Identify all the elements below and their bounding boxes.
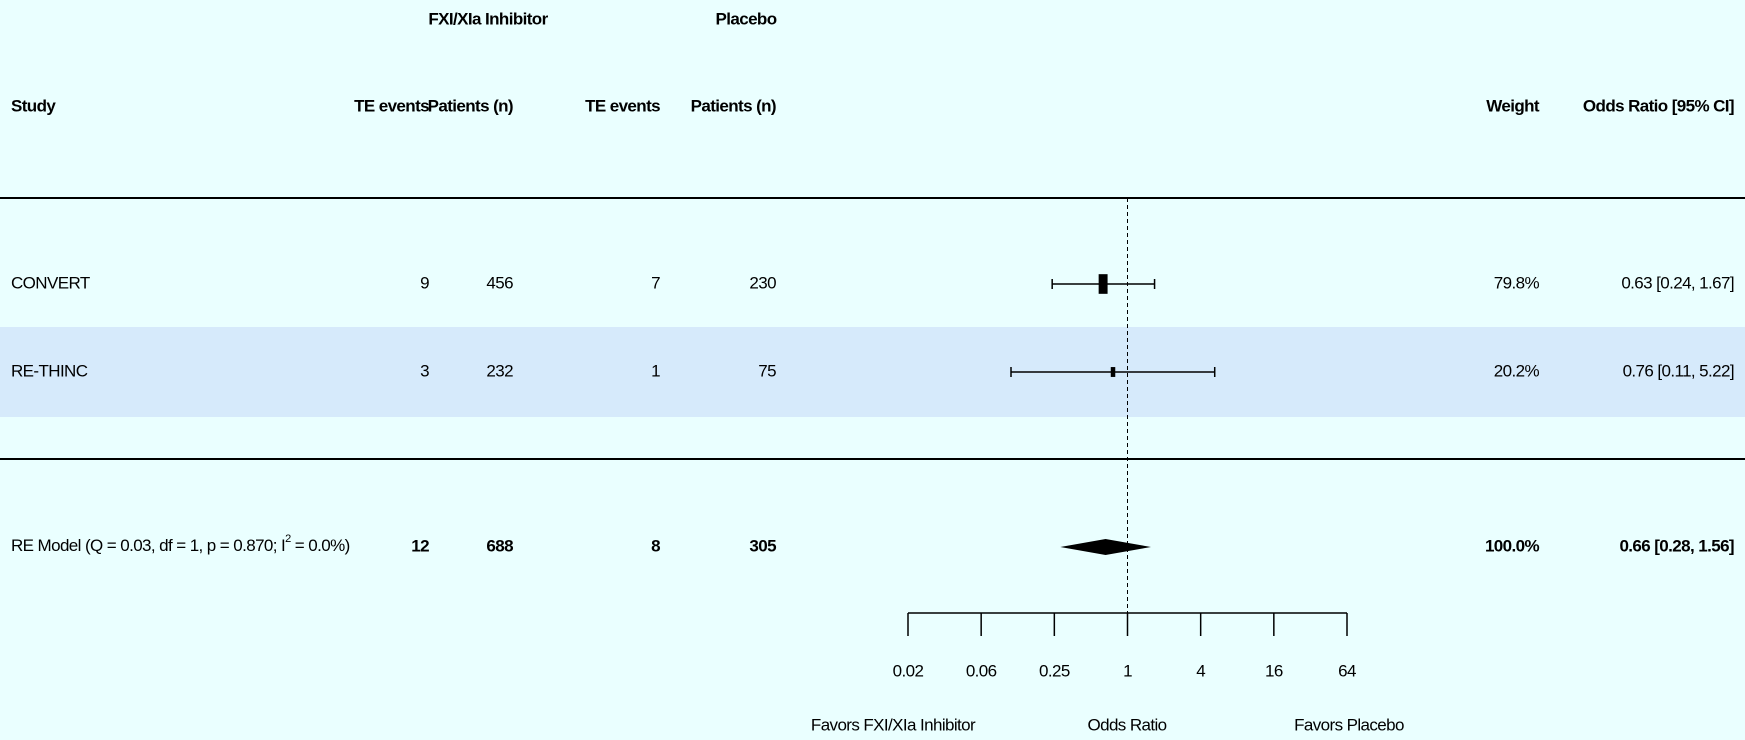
x-tick-label: 0.06	[966, 661, 997, 680]
x-tick-label: 64	[1338, 661, 1356, 680]
column-header: Odds Ratio [95% CI]	[1583, 96, 1734, 115]
cell: 7	[651, 273, 660, 292]
cell: 12	[411, 536, 429, 555]
x-tick-label: 0.02	[893, 661, 924, 680]
column-header: Patients (n)	[691, 96, 776, 115]
summary-label-part: RE Model (Q = 0.03, df = 1, p = 0.870; I	[11, 536, 285, 555]
group-header: FXI/XIa Inhibitor	[428, 9, 548, 28]
axis-side-label: Favors FXI/XIa Inhibitor	[811, 715, 976, 734]
x-axis-label: Odds Ratio	[1087, 715, 1166, 734]
column-header: TE events	[585, 96, 660, 115]
cell: 8	[651, 536, 660, 555]
odds-ratio: 0.63 [0.24, 1.67]	[1621, 273, 1734, 292]
cell: 232	[486, 361, 513, 380]
x-tick-label: 4	[1196, 661, 1205, 680]
weight: 100.0%	[1485, 536, 1540, 555]
x-tick-label: 16	[1265, 661, 1283, 680]
study-name: CONVERT	[11, 273, 90, 292]
odds-ratio: 0.66 [0.28, 1.56]	[1619, 536, 1734, 555]
cell: 75	[758, 361, 776, 380]
weight: 79.8%	[1494, 273, 1540, 292]
study-name: RE-THINC	[11, 361, 88, 380]
summary-label-part: = 0.0%)	[291, 536, 350, 555]
column-header: Study	[11, 96, 56, 115]
cell: 230	[749, 273, 776, 292]
axis-side-label: Favors Placebo	[1294, 715, 1404, 734]
cell: 3	[420, 361, 429, 380]
summary-diamond	[1060, 539, 1151, 555]
weight: 20.2%	[1494, 361, 1540, 380]
x-tick-label: 0.25	[1039, 661, 1070, 680]
cell: 688	[486, 536, 513, 555]
point-estimate	[1110, 367, 1116, 377]
odds-ratio: 0.76 [0.11, 5.22]	[1623, 361, 1734, 380]
row-highlight	[0, 327, 1745, 417]
summary-label-part: 2	[285, 533, 291, 545]
x-tick-label: 1	[1123, 661, 1132, 680]
column-header: Weight	[1486, 96, 1540, 115]
point-estimate	[1098, 274, 1108, 294]
cell: 305	[749, 536, 776, 555]
cell: 1	[651, 361, 660, 380]
column-header: TE events	[354, 96, 429, 115]
summary-label: RE Model (Q = 0.03, df = 1, p = 0.870; I…	[11, 533, 350, 556]
group-header: Placebo	[716, 9, 777, 28]
cell: 9	[420, 273, 429, 292]
column-header: Patients (n)	[428, 96, 513, 115]
cell: 456	[486, 273, 513, 292]
